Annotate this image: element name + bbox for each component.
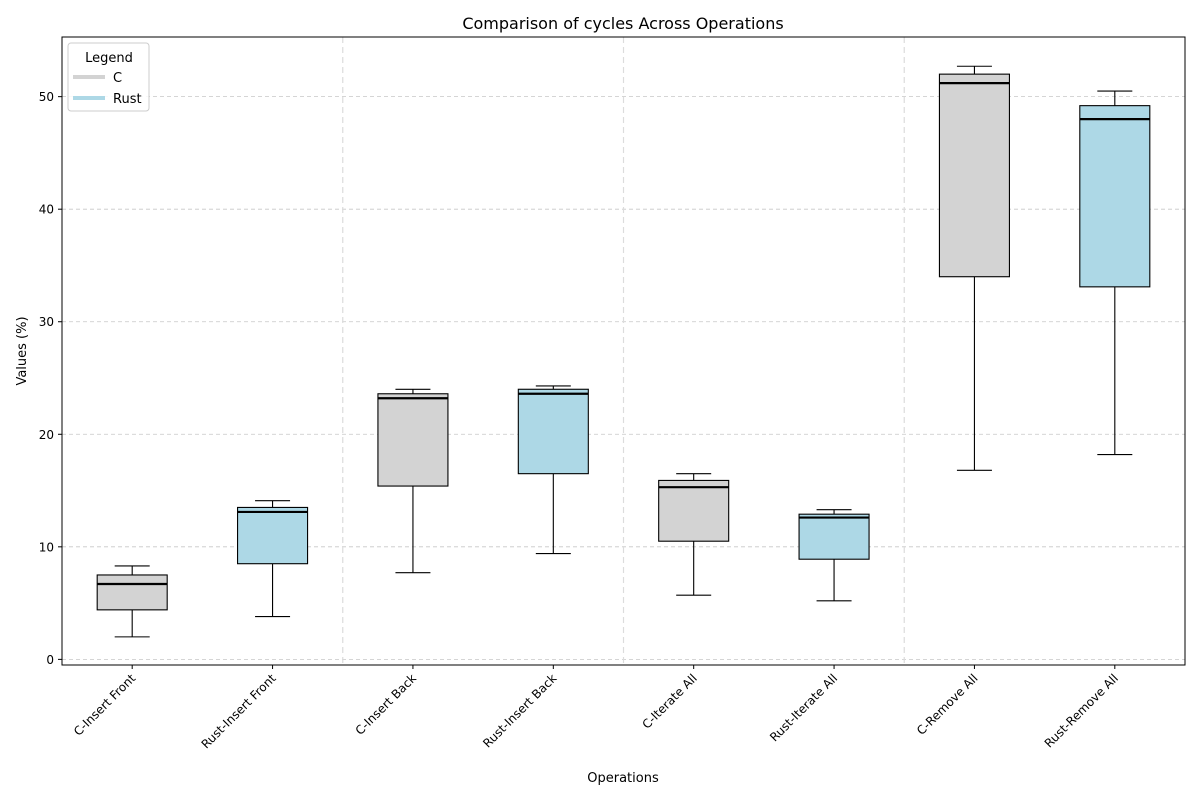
box-8 (1079, 90, 1151, 456)
box-iqr (938, 73, 1010, 278)
legend-frame (67, 42, 150, 112)
box-iqr (237, 506, 309, 565)
box-7 (938, 65, 1010, 471)
x-axis-label: Operations (587, 771, 659, 786)
box-iqr (798, 513, 870, 560)
y-tick-label: 10 (39, 540, 54, 554)
box-2 (237, 500, 309, 618)
chart-title: Comparison of cycles Across Operations (462, 14, 783, 33)
box-iqr (517, 388, 589, 475)
box-iqr (96, 574, 168, 611)
box-layer (96, 65, 1151, 638)
y-tick-label: 30 (39, 315, 54, 329)
box-iqr (658, 479, 730, 542)
legend-label-c: C (113, 71, 122, 86)
y-axis-label: Values (%) (15, 316, 30, 385)
box-1 (96, 565, 168, 638)
box-3 (377, 388, 449, 574)
y-tick-label: 40 (39, 203, 54, 217)
y-tick-label: 20 (39, 428, 54, 442)
box-5 (658, 473, 730, 596)
legend: Legend C Rust (67, 42, 150, 112)
box-4 (517, 385, 589, 555)
box-iqr (1079, 105, 1151, 288)
plot-frame (61, 36, 1186, 666)
grid-layer (62, 37, 1185, 665)
box-iqr (377, 393, 449, 487)
legend-title: Legend (85, 51, 133, 66)
y-tick-label: 50 (39, 90, 54, 104)
box-6 (798, 509, 870, 602)
legend-label-rust: Rust (113, 92, 142, 107)
y-tick-label: 0 (46, 653, 54, 667)
